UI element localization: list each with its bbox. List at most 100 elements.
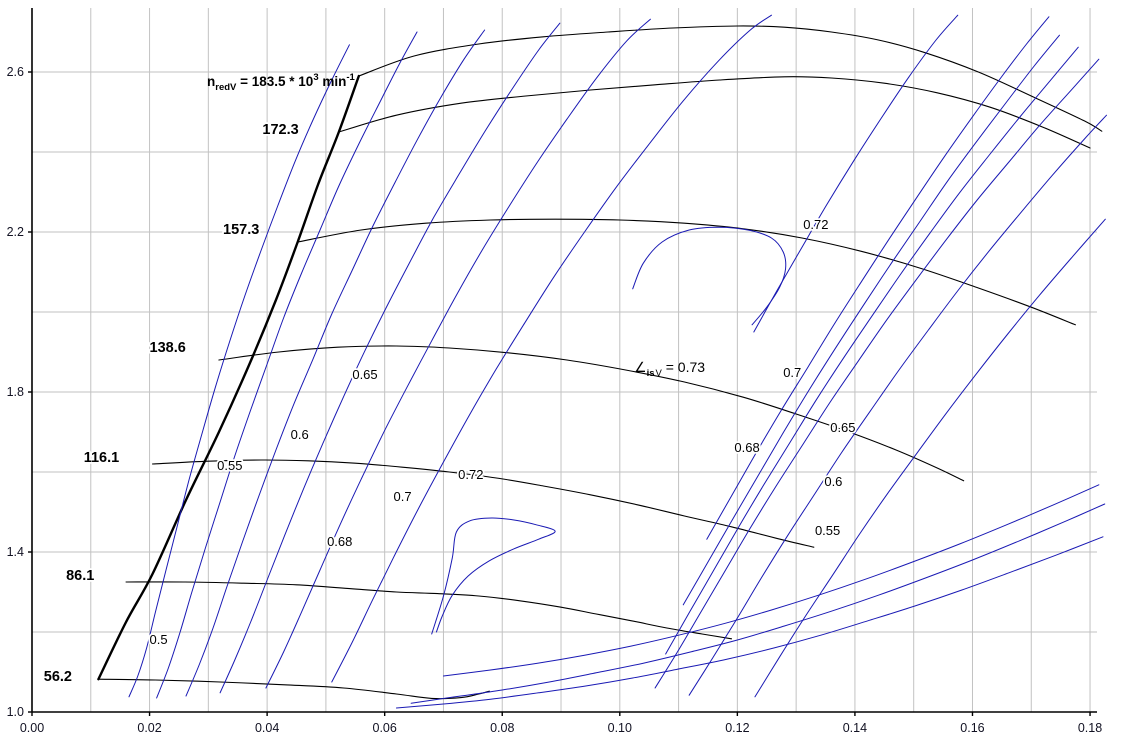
speed-equation: = 183.5 * 10 <box>236 74 313 89</box>
label-halo: 172.3 <box>262 122 298 138</box>
label-text: 157.3 <box>223 222 259 238</box>
eff-label-0.6-left: 0.60.6 <box>289 425 311 444</box>
eff-label-0.68-left: 0.680.68 <box>325 532 354 551</box>
tick-labels: 0.00 0.02 0.04 0.06 0.08 0.10 0.12 0.14 0.16 0.18… <box>7 65 1103 735</box>
series-speed-line-172.3 <box>338 76 1091 149</box>
label-halo: 0.7 <box>393 489 411 504</box>
label-halo: 0.72 <box>458 467 483 482</box>
speed-label-56.2: 56.256.2 <box>42 667 74 687</box>
label-halo: 0.6 <box>291 427 309 442</box>
series-eff-contour-0.7-right <box>706 16 1050 540</box>
label-text: 0.72 <box>803 217 828 232</box>
series-speed-line-183.5 <box>358 25 1103 132</box>
series-eff-contour-0.72-lower-island <box>431 517 556 635</box>
x-tick-label: 0.00 <box>20 721 44 735</box>
series-eff-contour-0.68-left <box>265 18 651 689</box>
label-text: 116.1 <box>84 450 120 466</box>
eff-label-0.55-left: 0.550.55 <box>215 456 244 475</box>
label-halo: 0.55 <box>217 458 242 473</box>
series-speed-line-116.1 <box>151 459 815 548</box>
speed-subscript: redV <box>215 82 237 93</box>
label-text: 0.65 <box>352 367 377 382</box>
series-eff-contour-0.72-right <box>753 14 959 333</box>
eta-subscript-is: is <box>647 368 655 379</box>
eff-label-0.65-left: 0.650.65 <box>351 365 380 384</box>
label-halo: 138.6 <box>150 340 186 356</box>
axis-ticks <box>28 71 1091 716</box>
series-eff-contour-0.65-right <box>665 46 1079 655</box>
speed-label-86.1: 86.186.1 <box>64 566 96 586</box>
svg-text:∠isV = 0.73: ∠isV = 0.73 <box>634 359 705 379</box>
efficiency-labels: 0.50.50.550.550.60.60.650.650.680.680.70… <box>148 215 857 649</box>
series-eff-contour-low-bottom-b <box>410 503 1106 704</box>
x-tick-label: 0.06 <box>373 721 397 735</box>
eff-label-0.5-left: 0.50.5 <box>148 630 170 649</box>
label-halo: 0.5 <box>150 632 168 647</box>
label-halo: 0.55 <box>815 523 840 538</box>
label-halo: 0.68 <box>327 534 352 549</box>
series-eff-contour-0.72-upper-island <box>632 226 787 326</box>
y-tick-label: 1.8 <box>7 385 24 399</box>
x-tick-label: 0.16 <box>960 721 984 735</box>
label-halo: 0.7 <box>783 365 801 380</box>
label-halo: 0.72 <box>803 217 828 232</box>
series-eff-contour-0.7-left <box>331 14 772 683</box>
series-layer <box>97 14 1107 709</box>
label-halo: 0.65 <box>352 367 377 382</box>
series-eff-contour-low-bottom-c <box>395 536 1104 709</box>
series-eff-contour-0.55-left <box>156 31 418 699</box>
label-text: 0.55 <box>217 458 242 473</box>
x-tick-label: 0.02 <box>137 721 161 735</box>
series-speed-line-56.2 <box>97 678 490 700</box>
label-text: 0.6 <box>291 427 309 442</box>
series-eff-contour-0.6-left <box>185 29 486 697</box>
label-halo: 56.2 <box>44 669 72 685</box>
speed-exponent: 3 <box>313 72 318 83</box>
speed-symbol: n <box>207 74 215 89</box>
eta-symbol: ∠ <box>634 359 647 375</box>
label-halo: 0.65 <box>830 420 855 435</box>
label-text: 0.55 <box>815 523 840 538</box>
label-text: 0.68 <box>734 440 759 455</box>
label-text: 0.6 <box>824 474 842 489</box>
series-speed-line-157.3 <box>297 218 1076 326</box>
label-text: 0.68 <box>327 534 352 549</box>
series-eff-contour-0.68-right <box>682 34 1060 606</box>
eta-subscript-v: V <box>656 368 663 379</box>
series-eff-contour-0.55-right <box>688 114 1107 696</box>
eff-label-0.7-left: 0.70.7 <box>392 487 414 506</box>
label-text: 86.1 <box>66 568 94 584</box>
label-text: 0.7 <box>783 365 801 380</box>
eff-label-0.6-right: 0.60.6 <box>823 472 845 491</box>
x-tick-label: 0.18 <box>1078 721 1102 735</box>
y-tick-label: 1.0 <box>7 705 24 719</box>
y-tick-label: 2.6 <box>7 65 24 79</box>
label-text: 0.7 <box>393 489 411 504</box>
efficiency-title-annotation: ∠isV = 0.73 <box>634 359 705 379</box>
eff-label-0.7-right: 0.70.7 <box>781 363 803 382</box>
label-text: 56.2 <box>44 669 72 685</box>
speed-title-annotation: nredV = 183.5 * 103 min-1 <box>207 72 356 93</box>
series-speed-line-86.1 <box>125 581 733 640</box>
eta-equation: = 0.73 <box>662 359 705 375</box>
series-eff-contour-0.6-right <box>654 58 1100 689</box>
x-tick-label: 0.14 <box>843 721 867 735</box>
series-speed-line-138.6 <box>218 345 965 482</box>
label-text: 138.6 <box>150 340 186 356</box>
series-eff-contour-low-bottom-a <box>442 484 1100 677</box>
series-surge-line <box>97 74 361 681</box>
x-tick-label: 0.04 <box>255 721 279 735</box>
label-halo: 0.6 <box>824 474 842 489</box>
label-halo: 86.1 <box>66 568 94 584</box>
series-eff-contour-0.5-left <box>128 44 350 698</box>
y-tick-label: 1.4 <box>7 545 24 559</box>
label-halo: 116.1 <box>84 450 120 466</box>
x-tick-label: 0.12 <box>725 721 749 735</box>
label-text: 0.72 <box>458 467 483 482</box>
eff-label-0.65-right: 0.650.65 <box>828 418 857 437</box>
eff-label-0.55-right: 0.550.55 <box>813 521 842 540</box>
